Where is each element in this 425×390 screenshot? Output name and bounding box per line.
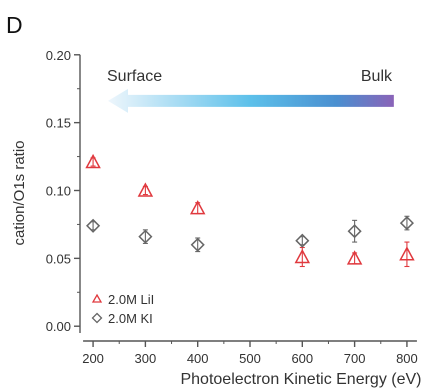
legend-label: 2.0M KI [108,311,153,326]
y-tick-label: 0.15 [46,116,71,131]
x-tick-label: 700 [344,351,366,366]
y-tick-label: 0.20 [46,48,71,63]
ki-data-point [399,216,414,231]
annotation-surface: Surface [107,68,162,85]
annotation-bulk: Bulk [361,68,393,85]
lii-data-point [399,246,415,261]
legend-label: 2.0M LiI [108,292,154,307]
surface-bulk-arrow [108,88,394,113]
x-tick-label: 200 [82,351,104,366]
lii-data-point [346,250,363,265]
y-tick-label: 0.00 [46,319,71,334]
x-tick-label: 500 [239,351,261,366]
y-axis-label: cation/O1s ratio [11,140,28,245]
lii-data-point [137,182,154,197]
x-tick-label: 800 [396,351,418,366]
legend-marker-triangle [91,293,103,303]
x-axis-label: Photoelectron Kinetic Energy (eV) [180,371,421,388]
lii-data-point [189,200,206,215]
x-tick-label: 300 [135,351,157,366]
ki-data-point [347,224,362,239]
ki-data-point [86,218,101,233]
y-tick-label: 0.05 [46,251,71,266]
y-tick-label: 0.10 [46,184,71,199]
x-tick-label: 600 [291,351,313,366]
legend-marker-diamond [91,312,103,324]
ki-data-point [138,229,153,244]
lii-data-point [294,248,311,264]
lii-data-point [85,153,101,169]
ki-data-point [190,237,205,252]
ki-data-point [295,233,310,248]
panel-label: D [6,12,23,38]
x-tick-label: 400 [187,351,209,366]
